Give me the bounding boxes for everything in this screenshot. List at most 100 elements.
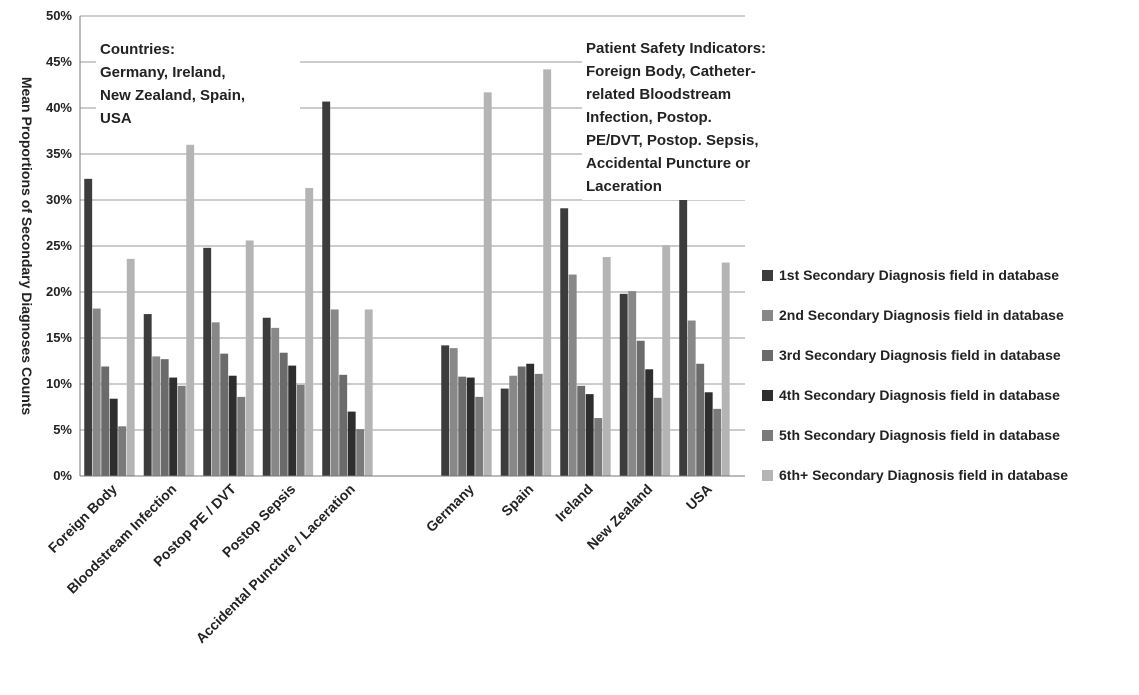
bar <box>458 376 467 476</box>
bar <box>203 247 212 476</box>
legend-swatch <box>762 269 773 281</box>
legend-swatch <box>762 389 773 401</box>
bar <box>245 240 254 476</box>
y-tick-label: 15% <box>46 330 72 345</box>
bar <box>347 411 356 476</box>
bar <box>109 398 118 476</box>
legend-label: 3rd Secondary Diagnosis field in databas… <box>779 347 1061 363</box>
bar <box>364 309 373 476</box>
bar <box>534 373 543 476</box>
bar <box>653 397 662 476</box>
bar <box>143 314 152 476</box>
bar <box>526 363 535 476</box>
bar <box>721 262 730 476</box>
bar <box>152 356 161 476</box>
bar <box>330 309 339 476</box>
y-tick-label: 40% <box>46 100 72 115</box>
bar <box>475 396 484 476</box>
bar <box>704 392 713 476</box>
bar <box>288 365 297 476</box>
bar <box>186 144 195 477</box>
bar <box>500 388 509 476</box>
y-tick-label: 35% <box>46 146 72 161</box>
bar <box>441 345 450 476</box>
legend-item: 2nd Secondary Diagnosis field in databas… <box>762 295 1068 335</box>
bar <box>560 208 569 476</box>
bar <box>279 352 288 476</box>
x-tick-label: Bloodstream Infection <box>64 481 180 597</box>
bar <box>237 396 246 476</box>
x-tick-label: USA <box>683 481 715 513</box>
bar <box>339 374 348 476</box>
y-tick-label: 0% <box>53 468 72 483</box>
bar <box>577 385 586 476</box>
bar <box>228 375 237 476</box>
bar <box>84 178 93 476</box>
bar <box>466 377 475 476</box>
legend-swatch <box>762 469 773 481</box>
bar <box>543 69 552 477</box>
y-tick-label: 5% <box>53 422 72 437</box>
bars <box>84 69 730 477</box>
bar <box>101 366 110 476</box>
bar <box>169 377 178 476</box>
bar <box>271 327 280 476</box>
bar <box>568 274 577 476</box>
legend-swatch <box>762 429 773 441</box>
x-tick-label: Spain <box>498 481 536 519</box>
bar <box>628 291 637 476</box>
legend-label: 4th Secondary Diagnosis field in databas… <box>779 387 1060 403</box>
y-tick-label: 50% <box>46 8 72 23</box>
bar <box>262 317 271 476</box>
bar <box>296 384 305 476</box>
bar <box>356 429 365 476</box>
legend-item: 1st Secondary Diagnosis field in databas… <box>762 255 1068 295</box>
x-tick-label: Germany <box>423 481 477 535</box>
x-tick-label: Ireland <box>552 481 596 525</box>
bar <box>118 426 127 476</box>
legend-swatch <box>762 349 773 361</box>
legend: 1st Secondary Diagnosis field in databas… <box>762 255 1068 495</box>
axes <box>79 16 745 477</box>
y-tick-label: 25% <box>46 238 72 253</box>
bar <box>517 366 526 476</box>
legend-label: 5th Secondary Diagnosis field in databas… <box>779 427 1060 443</box>
bar <box>594 418 603 476</box>
countries-annotation: Countries: Germany, Ireland, New Zealand… <box>96 36 300 132</box>
legend-label: 2nd Secondary Diagnosis field in databas… <box>779 307 1064 323</box>
legend-swatch <box>762 309 773 321</box>
bar <box>322 101 331 476</box>
y-axis-label: Mean Proportions of Secondary Diagnoses … <box>19 77 35 416</box>
bar <box>687 320 696 476</box>
y-tick-label: 45% <box>46 54 72 69</box>
bar <box>449 348 458 476</box>
y-tick-label: 30% <box>46 192 72 207</box>
bar <box>305 188 314 477</box>
bar <box>177 385 186 476</box>
bar <box>160 359 169 476</box>
bar <box>645 369 654 476</box>
bar <box>662 245 671 476</box>
bar <box>509 375 518 476</box>
bar <box>696 363 705 476</box>
bar <box>483 92 492 477</box>
bar <box>619 293 628 476</box>
bar <box>585 394 594 476</box>
bar <box>713 408 722 476</box>
legend-item: 4th Secondary Diagnosis field in databas… <box>762 375 1068 415</box>
legend-label: 1st Secondary Diagnosis field in databas… <box>779 267 1060 283</box>
bar <box>602 257 611 476</box>
y-tick-label: 20% <box>46 284 72 299</box>
legend-item: 3rd Secondary Diagnosis field in databas… <box>762 335 1068 375</box>
legend-label: 6th+ Secondary Diagnosis field in databa… <box>779 467 1069 483</box>
bar <box>220 353 229 476</box>
y-tick-label: 10% <box>46 376 72 391</box>
bar <box>679 190 688 477</box>
bar <box>211 322 220 476</box>
psi-annotation: Patient Safety Indicators: Foreign Body,… <box>582 35 812 200</box>
bar <box>636 340 645 476</box>
legend-item: 6th+ Secondary Diagnosis field in databa… <box>762 455 1068 495</box>
y-tick-labels: 0% 5% 10% 15% 20% 25% 30% 35% 40% 45% 50% <box>46 8 72 483</box>
